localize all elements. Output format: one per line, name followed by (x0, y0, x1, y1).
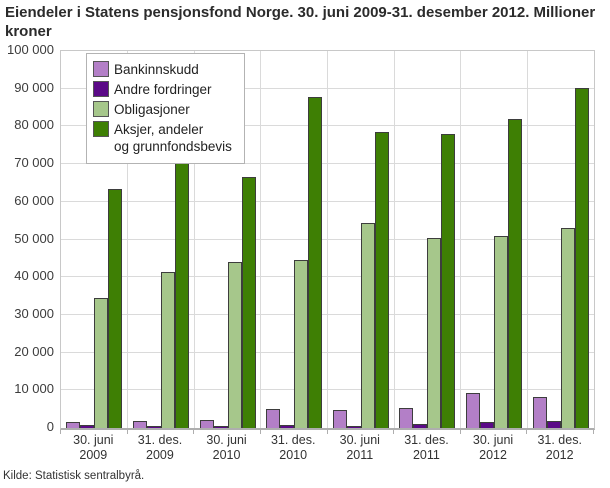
y-tick-label: 10 000 (14, 381, 54, 397)
gridline-vertical (127, 51, 129, 428)
bar-group (461, 51, 528, 428)
bar-bankinnskudd (466, 393, 481, 428)
x-tick-label: 31. des. 2009 (137, 433, 183, 462)
x-tick-label: 30. juni 2011 (339, 433, 380, 462)
bar-obligasjoner (294, 260, 309, 428)
x-tick-mark (526, 430, 528, 434)
y-tick-label: 40 000 (14, 268, 54, 284)
bar-group (394, 51, 461, 428)
legend-item: Bankinnskudd (93, 61, 232, 78)
bar-obligasjoner (160, 272, 175, 428)
x-tick-label: 31. des. 2010 (270, 433, 316, 462)
bar-group (261, 51, 328, 428)
bar-andre (346, 426, 361, 428)
bar-andre (146, 426, 161, 428)
bar-andre (280, 425, 295, 428)
bar-group (128, 51, 195, 428)
legend-swatch (93, 61, 109, 77)
legend-item-label: Bankinnskudd (114, 62, 199, 77)
x-tick-label: 30. juni 2010 (206, 433, 247, 462)
gridline-vertical (327, 51, 328, 428)
bar-bankinnskudd (332, 410, 347, 428)
bar-bankinnskudd (66, 422, 81, 428)
x-tick-mark (326, 430, 328, 434)
bar-obligasjoner (360, 223, 375, 428)
bar-obligasjoner (227, 262, 242, 428)
y-tick-label: 50 000 (14, 230, 54, 246)
source-note: Kilde: Statistisk sentralbyrå. (3, 470, 145, 482)
bar-bankinnskudd (399, 408, 414, 428)
x-tick-mark (126, 430, 128, 434)
bar-bankinnskudd (266, 409, 281, 428)
bar-group (328, 51, 395, 428)
bar-obligasjoner (427, 238, 442, 428)
legend-swatch (93, 81, 109, 97)
legend-item: Aksjer, andeler og grunnfondsbevis (93, 121, 232, 155)
y-tick-label: 90 000 (14, 79, 54, 95)
plot-area (60, 50, 595, 430)
x-axis-labels: 30. juni 2009 31. des. 2009 30. juni 2010 3… (60, 433, 593, 462)
bar-aksjer (241, 177, 256, 428)
bar-andre (213, 426, 228, 428)
gridline-vertical (526, 51, 528, 428)
bar-andre (80, 425, 95, 428)
y-tick-label: 60 000 (14, 192, 54, 208)
legend-swatch (93, 101, 109, 117)
gridline-vertical (260, 51, 262, 428)
legend-item-label: Andre fordringer (114, 82, 212, 97)
x-tick-mark (593, 430, 594, 434)
bar-andre (413, 424, 428, 428)
x-tick-mark (393, 430, 395, 434)
bar-obligasjoner (560, 228, 575, 428)
chart-title: Eiendeler i Statens pensjonsfond Norge. … (5, 4, 596, 40)
bar-aksjer (574, 88, 589, 428)
x-tick-label: 31. des. 2012 (537, 433, 582, 462)
x-tick-mark (193, 430, 195, 434)
gridline-vertical (460, 51, 462, 428)
bar-andre (480, 422, 495, 428)
bar-aksjer (374, 132, 389, 428)
bar-andre (546, 421, 561, 428)
y-tick-label: 80 000 (14, 117, 54, 133)
x-tick-mark (259, 430, 261, 434)
x-tick-label: 30. juni 2012 (472, 433, 514, 462)
legend: Bankinnskudd Andre fordringer Obligasjoner… (86, 53, 245, 164)
gridline-vertical (393, 51, 395, 428)
x-tick-mark (459, 430, 461, 434)
legend-item: Andre fordringer (93, 81, 232, 98)
x-tick-label: 31. des. 2011 (404, 433, 449, 462)
legend-item: Obligasjoner (93, 101, 232, 118)
y-tick-label: 30 000 (14, 305, 54, 321)
bar-aksjer (508, 119, 523, 428)
bar-bankinnskudd (132, 421, 147, 428)
bar-obligasjoner (494, 236, 509, 428)
y-tick-label: 20 000 (14, 343, 54, 359)
bar-group (61, 51, 128, 428)
legend-swatch (93, 121, 109, 137)
bars-row (61, 51, 594, 428)
bar-group (527, 51, 594, 428)
bar-bankinnskudd (199, 420, 214, 428)
x-tick-mark (60, 430, 61, 434)
gridline-vertical (193, 51, 195, 428)
x-tick-label: 30. juni 2009 (73, 433, 114, 462)
bar-aksjer (441, 134, 456, 428)
y-tick-label: 100 000 (7, 42, 54, 57)
y-tick-label: 0 (46, 419, 54, 434)
legend-item-label: Obligasjoner (114, 102, 190, 117)
legend-item-label: Aksjer, andeler og grunnfondsbevis (114, 122, 232, 154)
bar-bankinnskudd (532, 397, 547, 428)
y-tick-label: 70 000 (14, 155, 54, 171)
bar-aksjer (174, 153, 189, 428)
bar-obligasjoner (94, 298, 109, 428)
bar-aksjer (108, 189, 123, 428)
bar-aksjer (308, 97, 323, 428)
bar-group (194, 51, 261, 428)
